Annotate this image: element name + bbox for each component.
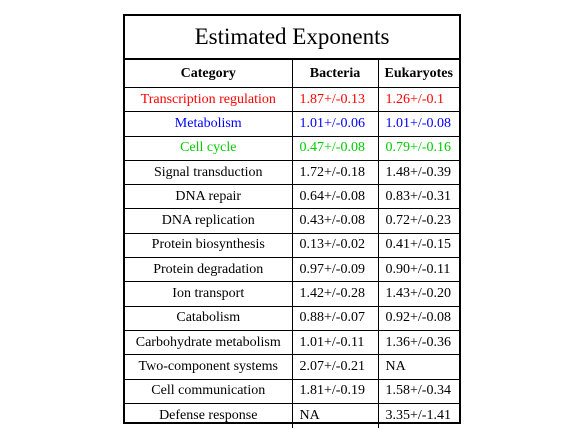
bacteria-cell: 1.81+/-0.19	[291, 378, 379, 404]
bacteria-cell: 0.64+/-0.08	[291, 184, 379, 210]
eukaryotes-cell: 1.43+/-0.20	[377, 281, 459, 307]
table-row: Ion transport 1.42+/-0.28 1.43+/-0.20	[125, 281, 459, 307]
table-row: Cell communication 1.81+/-0.19 1.58+/-0.34	[125, 378, 459, 404]
bacteria-cell: 1.72+/-0.18	[291, 159, 379, 186]
category-cell: Ion transport	[125, 281, 293, 307]
bacteria-cell: NA	[291, 402, 379, 428]
eukaryotes-cell: 1.01+/-0.08	[377, 111, 459, 137]
category-cell: Two-component systems	[125, 354, 293, 380]
bacteria-cell: 0.13+/-0.02	[291, 232, 379, 259]
table-row: Catabolism 0.88+/-0.07 0.92+/-0.08	[125, 305, 459, 331]
eukaryotes-cell: 0.72+/-0.23	[377, 208, 459, 234]
eukaryotes-cell: 0.92+/-0.08	[377, 305, 459, 331]
eukaryotes-cell: 1.48+/-0.39	[377, 159, 459, 186]
header-category: Category	[125, 60, 293, 88]
table-row: Metabolism 1.01+/-0.06 1.01+/-0.08	[125, 111, 459, 137]
bacteria-cell: 1.87+/-0.13	[291, 86, 379, 113]
table-row: Two-component systems 2.07+/-0.21 NA	[125, 354, 459, 380]
table-row: Transcription regulation 1.87+/-0.13 1.26+…	[125, 86, 459, 113]
category-cell: Protein degradation	[125, 257, 293, 283]
category-cell: DNA replication	[125, 208, 293, 234]
eukaryotes-cell: 3.35+/-1.41	[377, 402, 459, 428]
header-bacteria: Bacteria	[291, 60, 379, 88]
table-row: Protein degradation 0.97+/-0.09 0.90+/-0.1…	[125, 257, 459, 283]
table-row: Protein biosynthesis 0.13+/-0.02 0.41+/-0.…	[125, 232, 459, 259]
table-title: Estimated Exponents	[125, 16, 459, 60]
bacteria-cell: 0.43+/-0.08	[291, 208, 379, 234]
table-row: Defense response NA 3.35+/-1.41	[125, 402, 459, 428]
table-row: Cell cycle 0.47+/-0.08 0.79+/-0.16	[125, 135, 459, 161]
data-table: Category Bacteria Eukaryotes Transcripti…	[125, 60, 459, 428]
exponents-table: Estimated Exponents Category Bacteria Eu…	[123, 14, 461, 428]
eukaryotes-cell: 0.90+/-0.11	[377, 257, 459, 283]
bacteria-cell: 0.88+/-0.07	[291, 305, 379, 331]
bacteria-cell: 1.42+/-0.28	[291, 281, 379, 307]
category-cell: Cell communication	[125, 378, 293, 404]
category-cell: Transcription regulation	[125, 86, 293, 113]
bacteria-cell: 1.01+/-0.06	[291, 111, 379, 137]
eukaryotes-cell: 1.36+/-0.36	[377, 329, 459, 356]
category-cell: Cell cycle	[125, 135, 293, 161]
category-cell: Defense response	[125, 402, 293, 428]
table-row: DNA replication 0.43+/-0.08 0.72+/-0.23	[125, 208, 459, 234]
bacteria-cell: 2.07+/-0.21	[291, 354, 379, 380]
table-row: Carbohydrate metabolism 1.01+/-0.11 1.36+/…	[125, 329, 459, 356]
eukaryotes-cell: 0.79+/-0.16	[377, 135, 459, 161]
category-cell: Protein biosynthesis	[125, 232, 293, 259]
bacteria-cell: 0.97+/-0.09	[291, 257, 379, 283]
eukaryotes-cell: 1.26+/-0.1	[377, 86, 459, 113]
category-cell: DNA repair	[125, 184, 293, 210]
bacteria-cell: 0.47+/-0.08	[291, 135, 379, 161]
category-cell: Catabolism	[125, 305, 293, 331]
eukaryotes-cell: 0.83+/-0.31	[377, 184, 459, 210]
eukaryotes-cell: NA	[377, 354, 459, 380]
category-cell: Carbohydrate metabolism	[125, 329, 293, 356]
table-row: DNA repair 0.64+/-0.08 0.83+/-0.31	[125, 184, 459, 210]
category-cell: Signal transduction	[125, 159, 293, 186]
table-row: Signal transduction 1.72+/-0.18 1.48+/-0.3…	[125, 159, 459, 186]
bacteria-cell: 1.01+/-0.11	[291, 329, 379, 356]
header-eukaryotes: Eukaryotes	[377, 60, 459, 88]
eukaryotes-cell: 0.41+/-0.15	[377, 232, 459, 259]
category-cell: Metabolism	[125, 111, 293, 137]
eukaryotes-cell: 1.58+/-0.34	[377, 378, 459, 404]
header-row: Category Bacteria Eukaryotes	[125, 60, 459, 88]
